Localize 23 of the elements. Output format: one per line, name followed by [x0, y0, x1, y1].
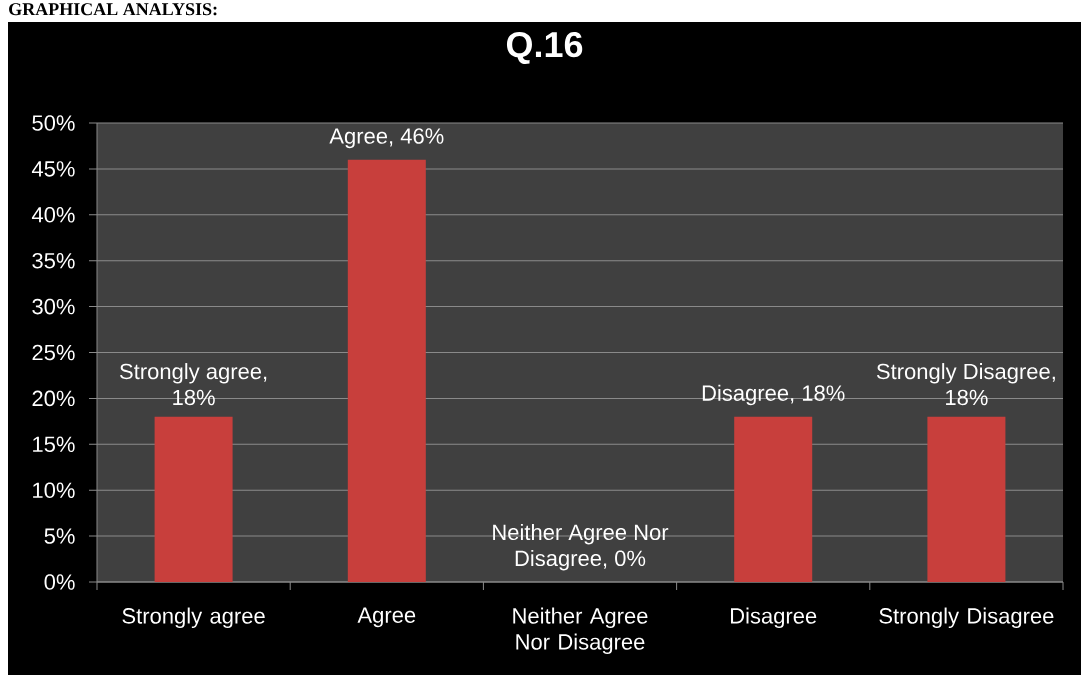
data-label: Strongly agree, 18%: [120, 363, 267, 406]
y-tick-label: 5%: [44, 528, 75, 544]
data-label: Strongly Disagree, 18%: [876, 363, 1055, 406]
data-label: Neither Agree Nor Disagree, 0%: [493, 523, 669, 571]
y-tick-label: 30%: [32, 298, 75, 315]
y-tick-label: 15%: [33, 436, 75, 453]
data-label: Disagree, 18%: [702, 384, 845, 406]
y-tick-label: 20%: [32, 390, 75, 407]
x-tick-label: Agree: [357, 607, 416, 628]
x-tick-label: Strongly Disagree: [879, 607, 1054, 629]
data-label: Agree, 46%: [329, 128, 444, 149]
y-tick-label: 10%: [33, 482, 75, 498]
x-tick-label: Strongly agree: [122, 607, 265, 629]
y-tick-label: 45%: [31, 161, 75, 177]
x-tick-label: Disagree: [730, 607, 817, 629]
y-tick-label: 40%: [31, 207, 75, 223]
y-tick-label: 35%: [32, 252, 75, 269]
text: GRAPHICAL ANALYSIS:: [9, 3, 217, 16]
x-tick-label: Neither Agree Nor Disagree: [513, 607, 648, 655]
y-tick-label: 0%: [44, 574, 75, 590]
y-tick-label: 50%: [32, 115, 75, 131]
y-tick-label: 25%: [32, 344, 75, 361]
chart-title: Q.16: [506, 31, 583, 65]
